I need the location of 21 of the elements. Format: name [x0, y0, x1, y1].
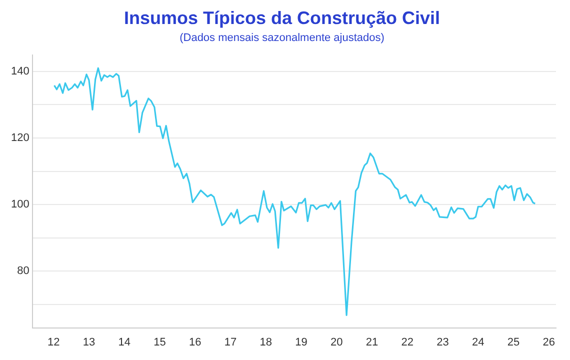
x-tick-label: 20 — [330, 336, 343, 348]
y-tick-label: 140 — [10, 65, 30, 78]
x-tick-label: 21 — [366, 336, 378, 348]
chart-title: Insumos Típicos da Construção Civil — [124, 8, 440, 28]
x-tick-label: 26 — [542, 336, 556, 348]
x-tick-label: 24 — [472, 336, 484, 348]
y-tick-label: 80 — [17, 265, 30, 278]
y-tick-label: 120 — [10, 132, 30, 144]
x-tick-label: 13 — [82, 336, 96, 348]
x-tick-label: 19 — [295, 336, 308, 348]
x-tick-label: 17 — [224, 336, 237, 348]
x-tick-label: 25 — [507, 336, 520, 348]
x-tick-label: 18 — [260, 336, 272, 348]
chart-subtitle: (Dados mensais sazonalmente ajustados) — [180, 32, 384, 44]
x-tick-label: 12 — [47, 336, 60, 348]
x-tick-label: 16 — [188, 336, 202, 348]
x-tick-label: 22 — [401, 336, 414, 348]
x-tick-label: 23 — [436, 336, 449, 348]
x-tick-label: 15 — [154, 336, 166, 348]
x-tick-label: 14 — [118, 336, 130, 348]
y-tick-label: 100 — [10, 198, 30, 211]
